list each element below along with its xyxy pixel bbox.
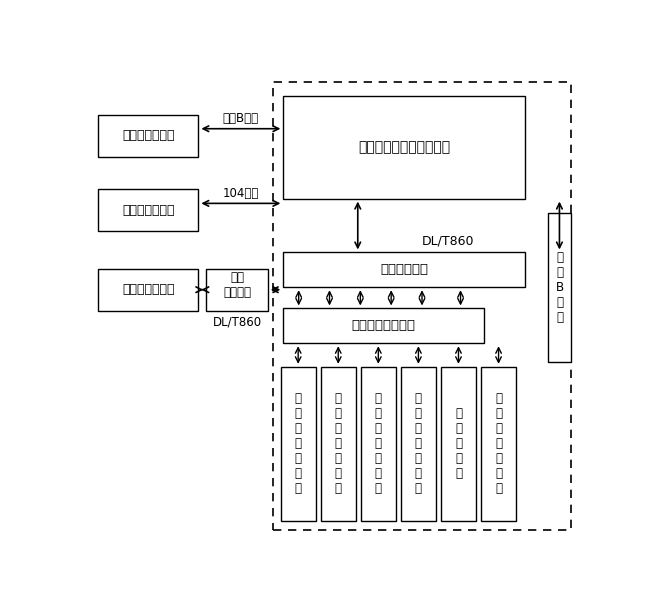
Bar: [206, 268, 268, 311]
Bar: [321, 367, 356, 521]
Text: 智
能
控
制
子
系
统: 智 能 控 制 子 系 统: [415, 392, 422, 495]
Bar: [283, 96, 525, 199]
Bar: [361, 367, 396, 521]
Text: 环
境
监
测
子
系
统: 环 境 监 测 子 系 统: [294, 392, 302, 495]
Text: 火
灾
报
警
子
系
统: 火 灾 报 警 子 系 统: [375, 392, 382, 495]
Text: 安
全
警
卫
子
系
统: 安 全 警 卫 子 系 统: [335, 392, 341, 495]
Bar: [548, 213, 571, 362]
Text: 动环监控报警主机: 动环监控报警主机: [351, 319, 416, 332]
Bar: [283, 308, 484, 344]
Bar: [98, 268, 198, 311]
Bar: [401, 367, 436, 521]
Text: DL/T860: DL/T860: [212, 316, 262, 329]
Text: 信息一体化平台: 信息一体化平台: [122, 283, 174, 296]
Text: 门
禁
子
系
统: 门 禁 子 系 统: [455, 407, 462, 480]
Bar: [98, 190, 198, 231]
Bar: [280, 367, 316, 521]
Bar: [481, 367, 516, 521]
Text: 调度端环境主站: 调度端环境主站: [122, 204, 174, 217]
Bar: [98, 115, 198, 157]
Text: 智能接口设备: 智能接口设备: [380, 264, 428, 276]
Text: DL/T860: DL/T860: [422, 234, 474, 247]
Bar: [283, 252, 525, 287]
Text: 调度端视频主站: 调度端视频主站: [122, 129, 174, 142]
Text: 国网B接口: 国网B接口: [223, 112, 259, 125]
Text: 变电站智能辅助监控平台: 变电站智能辅助监控平台: [358, 141, 450, 155]
Text: 视
频
监
控
子
系
统: 视 频 监 控 子 系 统: [495, 392, 502, 495]
Bar: [441, 367, 476, 521]
Text: 双向
隔离装置: 双向 隔离装置: [223, 271, 251, 299]
Bar: [273, 82, 571, 530]
Text: 104规约: 104规约: [223, 187, 259, 199]
Text: 国
网
B
接
口: 国 网 B 接 口: [556, 251, 564, 324]
